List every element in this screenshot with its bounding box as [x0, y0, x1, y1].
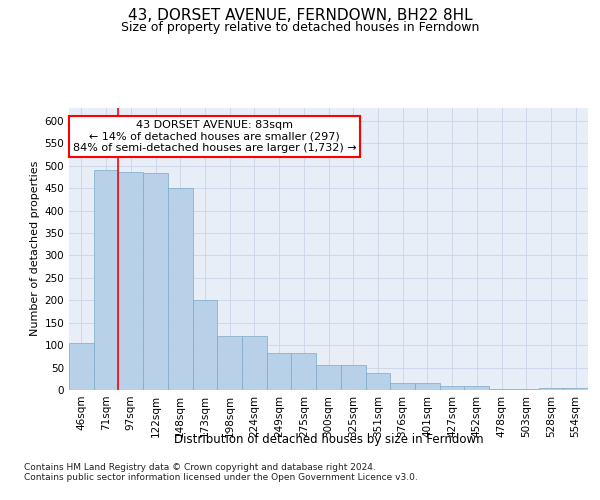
Bar	[365, 374, 390, 390]
Bar	[341, 366, 365, 390]
Bar	[539, 388, 563, 390]
Bar	[390, 384, 415, 390]
Bar	[118, 172, 143, 390]
Bar	[69, 343, 94, 390]
Bar	[168, 188, 193, 390]
Y-axis label: Number of detached properties: Number of detached properties	[30, 161, 40, 336]
Bar	[415, 384, 440, 390]
Bar	[94, 170, 118, 390]
Bar	[193, 300, 217, 390]
Bar	[292, 353, 316, 390]
Bar	[143, 174, 168, 390]
Bar	[316, 366, 341, 390]
Text: Size of property relative to detached houses in Ferndown: Size of property relative to detached ho…	[121, 21, 479, 34]
Bar	[563, 388, 588, 390]
Bar	[489, 389, 514, 390]
Bar	[464, 386, 489, 390]
Text: 43, DORSET AVENUE, FERNDOWN, BH22 8HL: 43, DORSET AVENUE, FERNDOWN, BH22 8HL	[128, 8, 472, 22]
Text: Distribution of detached houses by size in Ferndown: Distribution of detached houses by size …	[174, 432, 484, 446]
Bar	[440, 386, 464, 390]
Bar	[242, 336, 267, 390]
Bar	[514, 389, 539, 390]
Text: 43 DORSET AVENUE: 83sqm
← 14% of detached houses are smaller (297)
84% of semi-d: 43 DORSET AVENUE: 83sqm ← 14% of detache…	[73, 120, 356, 154]
Bar	[217, 336, 242, 390]
Text: Contains HM Land Registry data © Crown copyright and database right 2024.
Contai: Contains HM Land Registry data © Crown c…	[24, 462, 418, 482]
Bar	[267, 353, 292, 390]
